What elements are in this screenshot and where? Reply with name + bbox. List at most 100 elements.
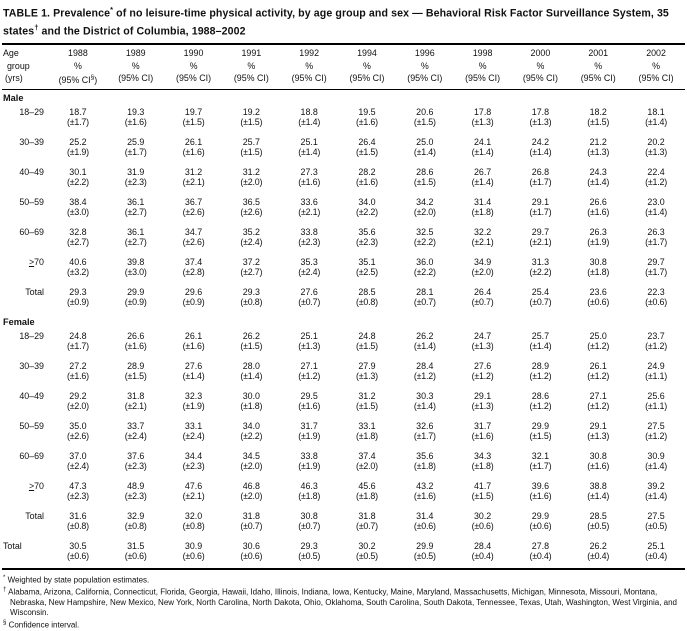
cell-value: 28.4: [473, 540, 492, 551]
cell-ci: (±1.3): [587, 431, 610, 442]
cell-ci: (±1.3): [356, 371, 378, 382]
ci-label: (95% CI): [349, 73, 385, 84]
cell-ci: (±1.1): [645, 371, 668, 382]
data-cell: 27.3 (±1.6): [280, 164, 338, 194]
year-column-header: 2000% (95% CI): [511, 44, 570, 90]
cell-value: 30.3: [416, 390, 434, 401]
cell-ci: (±0.6): [645, 297, 668, 308]
age-header-line: Age: [3, 48, 19, 59]
row-label-cell: 50–59: [19, 420, 44, 431]
title-text: and the District of Columbia, 1988–2002: [38, 25, 246, 38]
cell-ci: (±1.7): [529, 461, 552, 472]
data-cell: 30.8 (±1.6): [569, 448, 627, 478]
section-row-male: Male: [2, 89, 685, 104]
cell-ci: (±1.5): [413, 117, 436, 128]
cell-ci: (±1.7): [645, 237, 668, 248]
cell-ci: (±1.6): [587, 461, 610, 472]
cell-ci: (±0.6): [182, 551, 205, 562]
data-cell: 28.6 (±1.5): [396, 164, 454, 194]
prevalence-table: Age group (yrs) 1988% (95% CI§) 1989% (95% CI)…: [2, 43, 685, 570]
cell-ci: (±2.0): [240, 491, 263, 502]
data-cell: 18.2 (±1.5): [569, 104, 627, 134]
cell-ci: (±1.2): [471, 371, 494, 382]
cell-ci: (±1.2): [587, 401, 610, 412]
cell-ci: (±2.1): [182, 177, 205, 188]
cell-value: 28.4: [416, 360, 434, 371]
row-label-cell: 18–29: [19, 106, 44, 117]
cell-value: 27.8: [531, 540, 550, 551]
cell-value: 29.7: [647, 256, 665, 267]
cell-ci: (±1.9): [298, 461, 321, 472]
table-row: 50–59 38.4 (±3.0) 36.1 (±2.7) 36.7 (±2.6) 36.5(…: [2, 194, 685, 224]
cell-value: 29.3: [242, 286, 260, 297]
cell-value: 29.6: [184, 286, 203, 297]
percent-label: %: [363, 60, 371, 71]
cell-value: 25.2: [69, 136, 87, 147]
data-cell: 35.6 (±2.3): [338, 224, 396, 254]
footnote-marker-section: §: [3, 619, 7, 626]
footnote-marker-section: §: [90, 74, 95, 82]
cell-value: 23.0: [647, 196, 665, 207]
cell-value: 31.4: [473, 196, 492, 207]
cell-ci: (±1.2): [529, 401, 552, 412]
cell-value: 24.8: [358, 330, 376, 341]
table-row: >70 40.6 (±3.2) 39.8 (±3.0) 37.4 (±2.8) 37.2 (±2…: [2, 254, 685, 284]
title-text: of no leisure-time physical activity, by…: [3, 7, 669, 38]
year-column-header: 1996% (95% CI): [395, 44, 454, 90]
data-cell: 26.8 (±1.7): [512, 164, 570, 194]
data-cell: 26.7 (±1.4): [454, 164, 512, 194]
table-row: >70 47.3 (±2.3) 48.9 (±2.3) 47.6 (±2.1) 46.8 (±2…: [2, 478, 685, 508]
footnote-states: † Alabama, Arizona, California, Connecti…: [3, 585, 684, 618]
data-cell: 36.1 (±2.7): [107, 224, 165, 254]
cell-value: 30.2: [473, 510, 492, 521]
footnote-text: Alabama, Arizona, California, Connecticu…: [6, 587, 677, 617]
cell-ci: (±0.5): [413, 551, 436, 562]
cell-value: 31.8: [242, 510, 260, 521]
year-label: 1989: [125, 48, 146, 59]
cell-value: 25.1: [300, 136, 318, 147]
data-cell: 28.9 (±1.2): [512, 358, 570, 388]
cell-ci: (±1.3): [645, 147, 668, 158]
data-cell: 29.7 (±2.1): [512, 224, 570, 254]
cell-ci: (±1.6): [356, 117, 378, 128]
cell-ci: (±1.6): [587, 207, 610, 218]
cell-ci: (±0.5): [645, 521, 668, 532]
cell-value: 40.6: [69, 256, 87, 267]
data-cell: 35.2 (±2.4): [222, 224, 280, 254]
data-cell: 25.6 (±1.1): [627, 388, 685, 418]
data-cell: 28.4 (±0.4): [454, 538, 512, 569]
cell-value: 28.5: [358, 286, 376, 297]
cell-ci: (±1.5): [240, 341, 263, 352]
year-label: 2000: [530, 48, 551, 59]
year-column-header: 1988% (95% CI§): [49, 44, 107, 90]
age-column-header: Age group (yrs): [2, 44, 49, 90]
cell-ci: (±1.5): [240, 117, 263, 128]
gte-symbol: >: [28, 256, 35, 267]
table-row: Total 31.6 (±0.8) 32.9 (±0.8) 32.0 (±0.8) 31.8(…: [2, 508, 685, 538]
data-cell: 29.3 (±0.8): [222, 284, 280, 314]
cell-value: 21.2: [589, 136, 607, 147]
data-cell: 28.5 (±0.8): [338, 284, 396, 314]
row-label-cell: >70: [2, 254, 49, 284]
cell-value: 34.2: [416, 196, 434, 207]
cell-value: 31.4: [416, 510, 434, 521]
cell-ci: (±0.6): [124, 551, 147, 562]
cell-ci: (±0.7): [298, 297, 321, 308]
cell-ci: (±1.4): [413, 341, 436, 352]
data-cell: 27.9 (±1.3): [338, 358, 396, 388]
cell-value: 31.8: [127, 390, 145, 401]
footnotes: * Weighted by state population estimates…: [2, 570, 685, 631]
year-column-header: 1994% (95% CI): [338, 44, 396, 90]
data-cell: 37.0 (±2.4): [49, 448, 107, 478]
data-cell: 18.1 (±1.4): [627, 104, 685, 134]
data-cell: 19.5 (±1.6): [338, 104, 396, 134]
header-row: Age group (yrs) 1988% (95% CI§) 1989% (95% CI)…: [2, 44, 685, 90]
cell-value: 31.7: [473, 420, 492, 431]
data-cell: 32.3 (±1.9): [165, 388, 223, 418]
cell-value: 30.9: [647, 450, 665, 461]
data-cell: 33.8 (±2.3): [280, 224, 338, 254]
cell-ci: (±1.5): [413, 177, 436, 188]
row-label-cell: Total: [25, 510, 44, 521]
cell-ci: (±1.2): [587, 371, 610, 382]
cell-value: 35.1: [358, 256, 376, 267]
